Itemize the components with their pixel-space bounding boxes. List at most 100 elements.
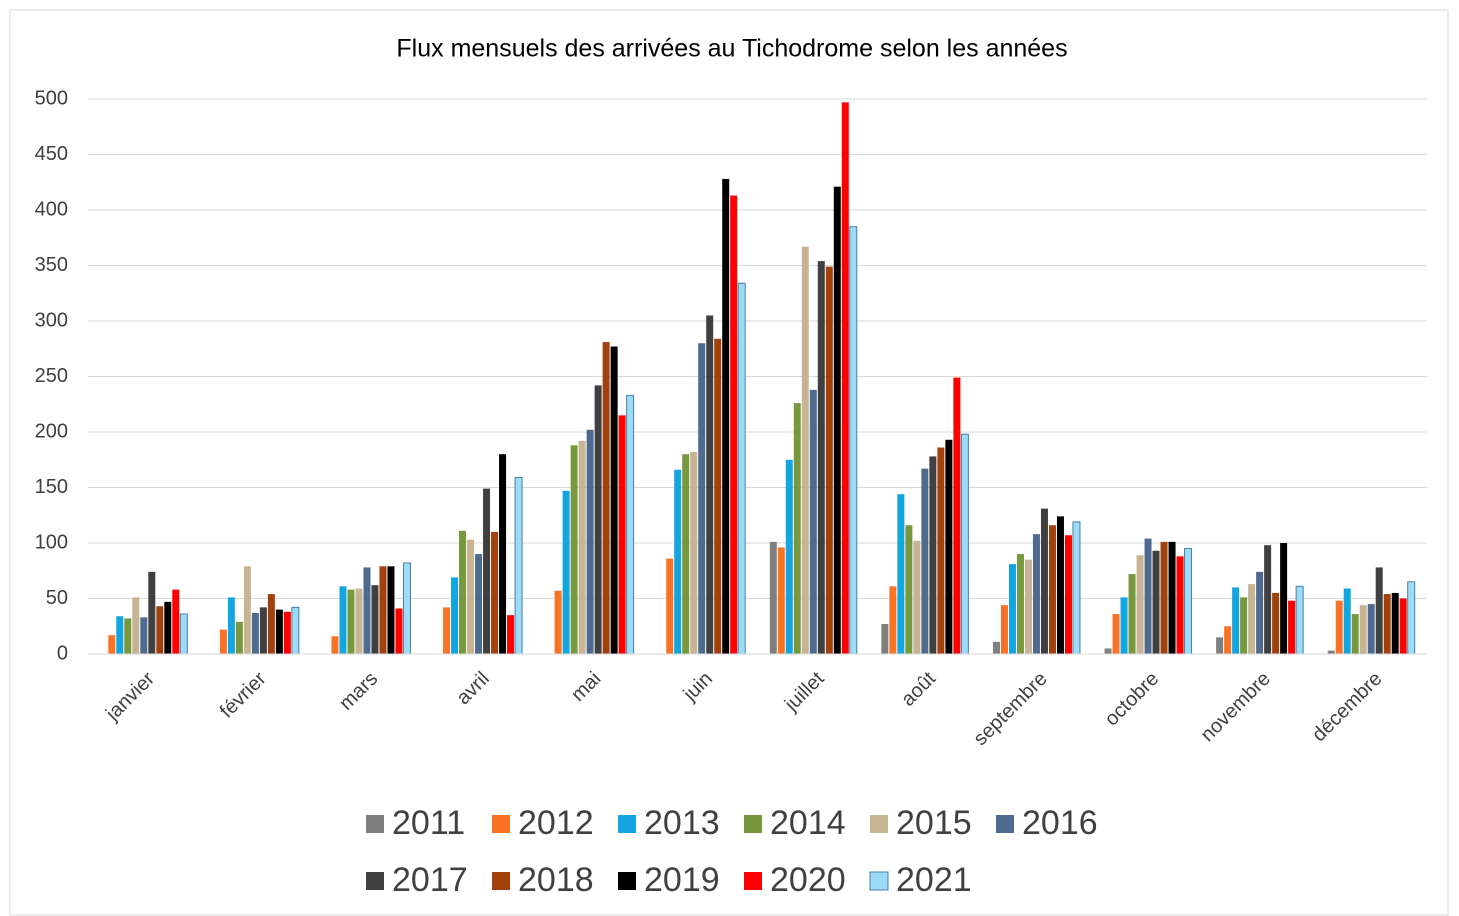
bar [1160,541,1168,654]
bar [698,343,706,654]
bar [363,567,371,654]
bar [937,447,945,654]
bar [1176,556,1184,654]
bar [1399,598,1407,654]
bar [148,571,156,654]
bar [355,588,363,654]
bar [1224,626,1232,654]
bar [666,558,674,654]
bar [897,494,905,654]
bar [809,389,817,654]
bar [682,454,690,654]
legend-label: 2014 [770,804,846,842]
legend-label: 2015 [896,804,972,842]
bar [219,629,227,654]
bar [817,261,825,654]
bar [578,440,586,654]
legend-swatch [618,815,636,833]
bar [291,606,300,655]
legend-label: 2017 [392,861,468,899]
bar [514,477,523,655]
bar [235,621,243,654]
bar [992,641,1000,654]
bar [626,394,635,655]
bar [1072,521,1081,655]
bar [1256,571,1264,654]
bar [714,338,722,654]
bar [1064,535,1072,654]
bar [825,266,833,654]
legend-label: 2013 [644,804,720,842]
bar [1343,588,1351,654]
bar [227,597,235,654]
bar [402,562,411,655]
bar [172,589,180,654]
chart-title: Flux mensuels des arrivées au Tichodrome… [396,35,1067,63]
legend-swatch [492,815,510,833]
bar [1048,525,1056,654]
bar [491,531,499,654]
bar [267,594,275,654]
legend-label: 2020 [770,861,846,899]
bar [960,433,969,655]
bar [841,102,849,654]
bar [483,488,491,654]
bar [554,590,562,654]
bar [849,226,858,655]
bar [379,566,387,654]
bar [339,586,347,654]
bar [467,539,475,654]
bar [371,585,379,654]
legend-swatch [870,815,888,833]
bar [1008,564,1016,654]
bar [1335,600,1343,654]
legend-swatch [618,872,636,890]
bar [674,469,682,654]
legend-swatch [744,815,762,833]
bar [618,415,626,654]
bar [387,566,395,654]
bar [1232,587,1240,654]
y-tick-label: 100 [35,531,68,553]
y-tick-label: 200 [35,420,68,442]
bar [507,615,515,654]
bar [1144,538,1152,654]
bar [179,613,188,655]
bar [1264,545,1272,654]
bar [1104,648,1112,654]
bar [1016,554,1024,654]
bar [953,377,961,654]
legend-label: 2021 [896,861,972,899]
legend-swatch [366,815,384,833]
bar [140,617,148,654]
bar [459,530,467,654]
bar [1391,592,1399,654]
bar [1184,548,1193,655]
legend-label: 2011 [392,804,465,842]
y-tick-label: 450 [35,143,68,165]
bar [1295,585,1304,655]
legend-label: 2012 [518,804,594,842]
y-tick-label: 500 [35,87,68,109]
bar [1383,594,1391,654]
bar [1359,605,1367,654]
bar [793,403,801,654]
y-tick-label: 50 [46,587,68,609]
bar [730,195,738,654]
bar [570,445,578,654]
y-tick-label: 150 [35,476,68,498]
legend-swatch [366,872,384,890]
bar [586,429,594,654]
bar [331,636,339,654]
bar [1248,584,1256,654]
bar [1240,597,1248,654]
bar [164,601,172,654]
bar [610,346,618,654]
bar [283,611,291,654]
bar [1351,614,1359,654]
bar [690,451,698,654]
bar [1327,650,1335,654]
bar [475,554,483,654]
bar [1032,534,1040,654]
bar [156,606,164,654]
